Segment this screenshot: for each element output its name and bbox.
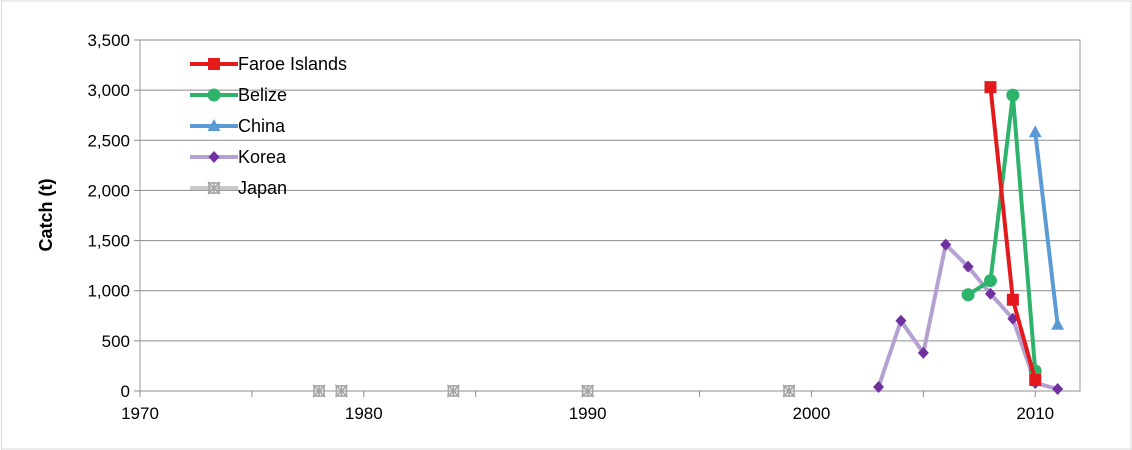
data-point-korea <box>940 238 952 251</box>
series <box>312 81 1065 398</box>
y-tick-label: 1,000 <box>87 282 130 301</box>
y-tick-label: 2,000 <box>87 181 130 200</box>
data-point-japan <box>312 384 326 398</box>
data-point-faroe-islands <box>1006 293 1019 306</box>
y-tick-label: 3,000 <box>87 81 130 100</box>
series-faroe-islands <box>984 81 1042 386</box>
series-line-china <box>1033 132 1060 326</box>
y-axis-title: Catch (t) <box>36 179 56 252</box>
legend-marker-china <box>207 119 221 131</box>
data-point-korea <box>895 314 907 327</box>
y-tick-label: 0 <box>121 382 130 401</box>
grid-lines <box>140 39 1080 342</box>
legend-label: Faroe Islands <box>238 54 347 74</box>
legend-marker-japan <box>207 181 221 195</box>
x-tick-label: 2000 <box>793 404 831 423</box>
data-point-china <box>1051 317 1065 330</box>
x-tick-label: 1970 <box>121 404 159 423</box>
data-point-korea <box>984 287 996 300</box>
series-japan <box>312 384 796 398</box>
axes: 0 500 1,000 1,500 2,000 2,500 3,000 3,500 1970 19… <box>87 31 1080 423</box>
y-tick-label: 2,500 <box>87 131 130 150</box>
data-point-korea <box>917 346 929 359</box>
legend-item-faroe-islands: Faroe Islands <box>190 54 347 74</box>
legend-item-china: China <box>190 116 286 136</box>
data-point-belize <box>983 274 997 288</box>
legend-label: China <box>238 116 286 136</box>
data-point-china <box>1028 125 1042 138</box>
data-point-japan <box>334 384 348 398</box>
data-point-japan <box>581 384 595 398</box>
legend-item-korea: Korea <box>190 147 287 167</box>
legend-label: Korea <box>238 147 287 167</box>
data-point-faroe-islands <box>1029 373 1042 386</box>
legend-item-japan: Japan <box>190 178 287 198</box>
data-point-japan <box>446 384 460 398</box>
x-tick-label: 1980 <box>345 404 383 423</box>
y-tick-label: 1,500 <box>87 232 130 251</box>
legend: Faroe Islands Belize China Korea Japan <box>190 54 347 198</box>
x-tick-label: 2010 <box>1016 404 1054 423</box>
data-point-korea <box>962 260 974 273</box>
data-point-korea <box>873 380 885 393</box>
data-point-faroe-islands <box>984 81 997 94</box>
legend-label: Japan <box>238 178 287 198</box>
data-point-japan <box>782 384 796 398</box>
data-point-belize <box>1006 88 1020 102</box>
legend-marker-belize <box>207 88 221 102</box>
legend-marker-korea <box>208 151 220 163</box>
series-china <box>1028 125 1065 330</box>
legend-label: Belize <box>238 85 287 105</box>
x-tick-label: 1990 <box>569 404 607 423</box>
data-point-belize <box>961 288 975 302</box>
data-point-korea <box>1052 382 1064 395</box>
y-tick-label: 3,500 <box>87 31 130 50</box>
legend-item-belize: Belize <box>190 85 287 105</box>
y-tick-label: 500 <box>102 332 130 351</box>
legend-marker-faroe-islands <box>208 58 220 70</box>
